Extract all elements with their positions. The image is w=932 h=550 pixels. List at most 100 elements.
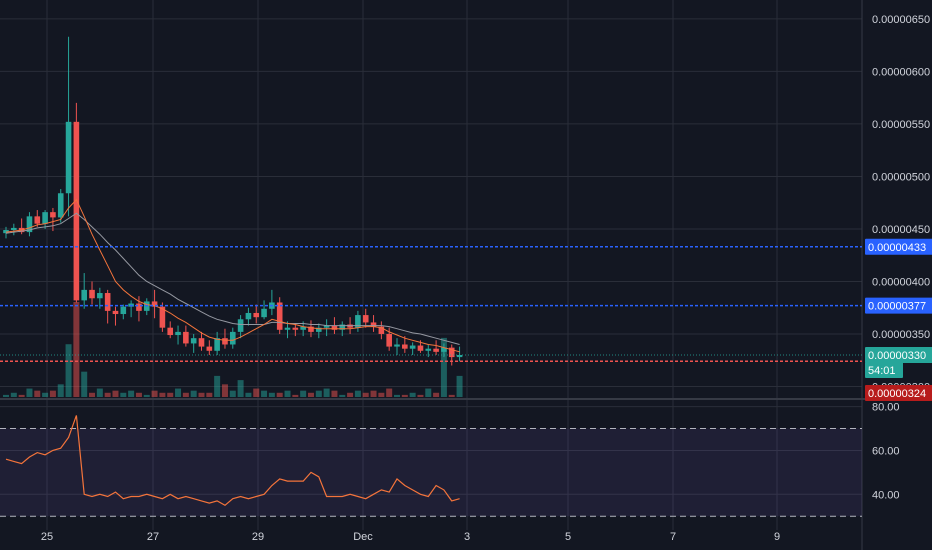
volume-bar-29 <box>229 390 236 397</box>
candle-body-43 <box>339 324 346 330</box>
candle-body-53 <box>417 345 424 351</box>
price-tag-bg-4 <box>865 384 932 401</box>
candle-body-56 <box>441 347 447 352</box>
time-tick-label-0: 25 <box>41 531 53 543</box>
volume-bar-38 <box>300 390 307 397</box>
rsi-tick-label-0: 80.00 <box>872 402 900 414</box>
volume-bar-58 <box>456 375 463 397</box>
volume-bar-19 <box>151 390 158 397</box>
price-tag-bg-3 <box>865 361 903 378</box>
time-axis[interactable]: 25 27 29 Dec 3 5 7 9 <box>41 531 780 543</box>
time-tick-label-1: 27 <box>147 531 159 543</box>
candle-body-41 <box>323 325 330 328</box>
price-tag-label-2: 0.00000330 <box>868 350 926 362</box>
price-tick-label-0: 0.00000650 <box>872 14 930 26</box>
volume-bar-35 <box>276 392 283 397</box>
volume-bar-52 <box>409 392 416 397</box>
volume-bar-11 <box>89 392 96 397</box>
ma-slow-line <box>5 212 460 345</box>
candle-body-36 <box>284 327 291 330</box>
rsi-pane[interactable] <box>0 415 862 517</box>
candle-body-3 <box>26 216 33 233</box>
candle-body-12 <box>97 293 103 299</box>
rsi-line <box>5 415 460 507</box>
volume-bar-44 <box>347 392 354 397</box>
volume-bar-26 <box>206 392 213 397</box>
candle-body-9 <box>73 121 80 301</box>
volume-bar-45 <box>354 390 361 397</box>
volume-bar-31 <box>245 392 252 397</box>
candle-body-8 <box>65 121 72 194</box>
volume-bar-54 <box>425 388 432 397</box>
volume-bar-51 <box>401 394 408 397</box>
candle-body-39 <box>308 326 314 332</box>
volume-bar-57 <box>448 394 455 397</box>
price-tag-bg-1 <box>865 297 932 314</box>
volume-bar-53 <box>417 394 424 397</box>
volume-bar-3 <box>26 388 33 397</box>
candle-body-11 <box>89 289 95 299</box>
price-tick-label-6: 0.00000350 <box>872 329 930 341</box>
volume-bar-33 <box>261 390 268 397</box>
candle-body-33 <box>261 308 267 318</box>
candle-body-21 <box>167 327 174 336</box>
volume-bar-14 <box>112 390 119 397</box>
candle-body-48 <box>378 326 385 334</box>
volume-bar-37 <box>292 394 299 397</box>
price-tick-label-2: 0.00000550 <box>872 119 930 131</box>
candle-body-55 <box>433 348 439 352</box>
volume-bar-23 <box>182 392 189 397</box>
volume-bars <box>3 302 463 397</box>
candle-body-49 <box>386 333 392 347</box>
volume-bar-25 <box>198 392 205 397</box>
horizontal-price-lines[interactable] <box>0 246 862 363</box>
rsi-tick-label-1: 60.00 <box>872 445 900 457</box>
price-tag-bg-2 <box>865 346 932 363</box>
price-tick-label-3: 0.00000500 <box>872 171 930 183</box>
price-tag-label-1: 0.00000377 <box>868 301 926 313</box>
candle-body-23 <box>183 331 189 344</box>
price-tags: 0.00000433 0.00000377 0.00000330 54:01 0.000… <box>865 238 932 401</box>
candle-body-51 <box>402 344 408 349</box>
volume-bar-16 <box>128 390 135 397</box>
volume-bar-48 <box>378 392 385 397</box>
price-tag-bg-0 <box>865 238 932 255</box>
time-tick-label-4: 3 <box>464 531 470 543</box>
candle-body-5 <box>42 212 48 224</box>
volume-bar-40 <box>315 390 322 397</box>
candle-body-7 <box>57 193 64 218</box>
volume-bar-20 <box>159 392 166 397</box>
volume-bar-2 <box>18 394 25 397</box>
volume-bar-27 <box>214 375 221 397</box>
candle-body-45 <box>355 315 361 328</box>
candle-body-30 <box>237 319 244 332</box>
volume-bar-5 <box>42 392 49 397</box>
volume-bar-50 <box>394 394 400 397</box>
price-tick-label-4: 0.00000450 <box>872 224 930 236</box>
volume-bar-18 <box>143 394 150 397</box>
rsi-axis[interactable]: 80.00 60.00 40.00 <box>872 402 900 502</box>
candle-body-31 <box>245 312 252 320</box>
candle-body-22 <box>175 331 181 336</box>
price-tag-label-4: 0.00000324 <box>868 388 926 400</box>
price-tag-label-3: 54:01 <box>868 365 896 377</box>
candle-body-4 <box>34 216 41 224</box>
candle-body-44 <box>347 324 353 328</box>
candle-body-50 <box>394 344 400 347</box>
volume-bar-32 <box>253 388 260 397</box>
volume-bar-46 <box>362 392 369 397</box>
price-tag-label-0: 0.00000433 <box>868 242 926 254</box>
candle-body-57 <box>448 347 455 358</box>
candle-body-38 <box>300 326 306 330</box>
volume-bar-34 <box>268 392 275 397</box>
candle-body-40 <box>316 327 322 332</box>
time-tick-label-6: 7 <box>670 531 676 543</box>
candle-body-13 <box>104 293 111 311</box>
volume-bar-10 <box>81 371 88 397</box>
volume-bar-7 <box>57 384 64 397</box>
candle-body-35 <box>276 302 283 330</box>
volume-bar-22 <box>175 388 182 397</box>
volume-bar-41 <box>323 388 330 397</box>
candle-body-52 <box>409 345 416 349</box>
